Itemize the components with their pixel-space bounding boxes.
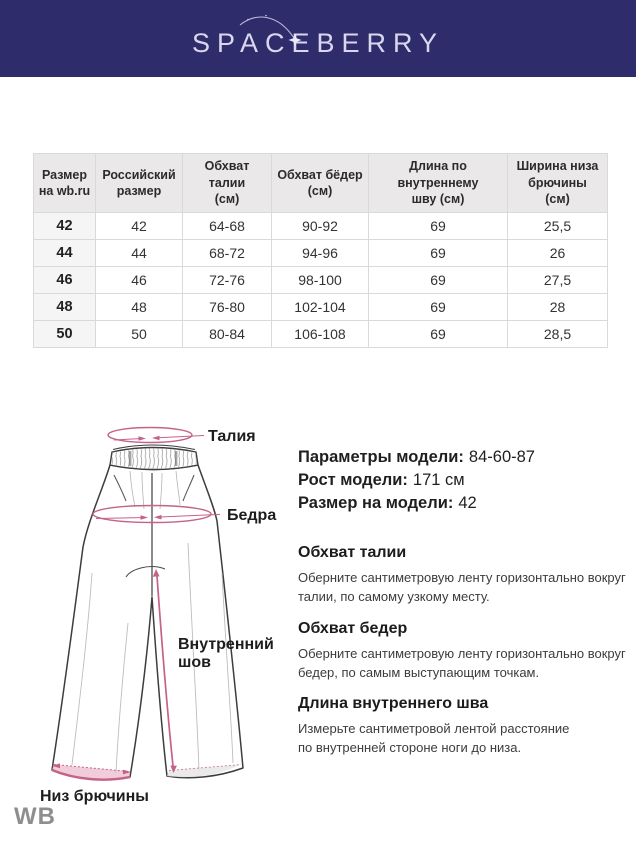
section-title: Длина внутреннего шва [298,695,489,712]
cell: 44 [33,239,96,267]
cell: 50 [33,320,96,348]
table-row: 48 48 76-80 102-104 69 28 [33,293,608,321]
col-header-hem-width: Ширина низа брючины (см) [507,153,608,213]
cell: 69 [368,320,508,348]
shooting-star-icon [239,14,302,47]
cell: 72-76 [182,266,272,294]
cell: 25,5 [507,212,608,240]
size-table: Размер на wb.ru Российский размер Обхват… [33,153,608,348]
cell: 64-68 [182,212,272,240]
pants-outline [51,464,244,781]
brand-logo-text: SPACEBERRY [191,28,445,58]
cell: 26 [507,239,608,267]
cell: 46 [95,266,183,294]
cell: 69 [368,266,508,294]
cell: 48 [95,293,183,321]
col-header-inseam: Длина по внутреннему шву (см) [368,153,508,213]
cell: 80-84 [182,320,272,348]
section-waist: Обхват талии Оберните сантиметровую лент… [298,544,628,607]
model-info-line: Рост модели: 171 см [298,469,535,492]
model-info: Параметры модели: 84-60-87 Рост модели: 17… [298,446,535,515]
label-hips: Бедра [227,507,277,524]
section-text: Измерьте сантиметровой лентой расстояние… [298,721,570,755]
section-title: Обхват бедер [298,620,408,637]
pocket-lines [113,474,195,502]
cell: 28,5 [507,320,608,348]
table-row: 42 42 64-68 90-92 69 25,5 [33,212,608,240]
model-info-label: Рост модели: [298,471,408,489]
size-table-header: Размер на wb.ru Российский размер Обхват… [33,153,608,213]
cell: 48 [33,293,96,321]
model-info-value: 84-60-87 [468,448,535,466]
model-info-label: Размер на модели: [298,494,454,512]
cell: 90-92 [271,212,369,240]
table-row: 50 50 80-84 106-108 69 28,5 [33,320,608,348]
waist-ellipse [107,426,193,444]
cell: 94-96 [271,239,369,267]
label-inseam: Внутренний шов [178,636,274,672]
model-info-label: Параметры модели: [298,448,464,466]
col-header-ru-size: Российский размер [95,153,183,213]
section-title: Обхват талии [298,544,407,561]
label-waist: Талия [208,428,256,445]
cell: 28 [507,293,608,321]
inseam-line [156,575,174,767]
model-info-line: Размер на модели: 42 [298,492,535,515]
section-inseam: Длина внутреннего шва Измерьте сантиметр… [298,695,628,758]
cell: 50 [95,320,183,348]
table-row: 46 46 72-76 98-100 69 27,5 [33,266,608,294]
cell: 69 [368,293,508,321]
brand-logo: SPACEBERRY [191,14,445,59]
pants-diagram [51,426,244,781]
cell: 27,5 [507,266,608,294]
cell: 68-72 [182,239,272,267]
cell: 42 [33,212,96,240]
brand-banner: SPACEBERRY [0,0,636,77]
section-hips: Обхват бедер Оберните сантиметровую лент… [298,620,628,683]
model-info-value: 42 [458,494,477,512]
wb-watermark: WB [14,803,56,830]
model-info-line: Параметры модели: 84-60-87 [298,446,535,469]
crease-lines [71,542,234,774]
col-header-waist: Обхват талии (см) [182,153,272,213]
cell: 69 [368,212,508,240]
table-row: 44 44 68-72 94-96 69 26 [33,239,608,267]
section-text: Оберните сантиметровую ленту горизонталь… [298,570,626,604]
cell: 76-80 [182,293,272,321]
col-header-hips: Обхват бёдер (см) [271,153,369,213]
col-header-wb-size: Размер на wb.ru [33,153,96,213]
cell: 42 [95,212,183,240]
cell: 106-108 [271,320,369,348]
cell: 69 [368,239,508,267]
model-info-value: 171 см [412,471,465,489]
cell: 102-104 [271,293,369,321]
hip-ellipse [92,504,212,524]
cell: 46 [33,266,96,294]
right-hem-shade [167,764,241,778]
section-text: Оберните сантиметровую ленту горизонталь… [298,646,626,680]
cell: 44 [95,239,183,267]
label-hem: Низ брючины [40,788,149,805]
cell: 98-100 [271,266,369,294]
